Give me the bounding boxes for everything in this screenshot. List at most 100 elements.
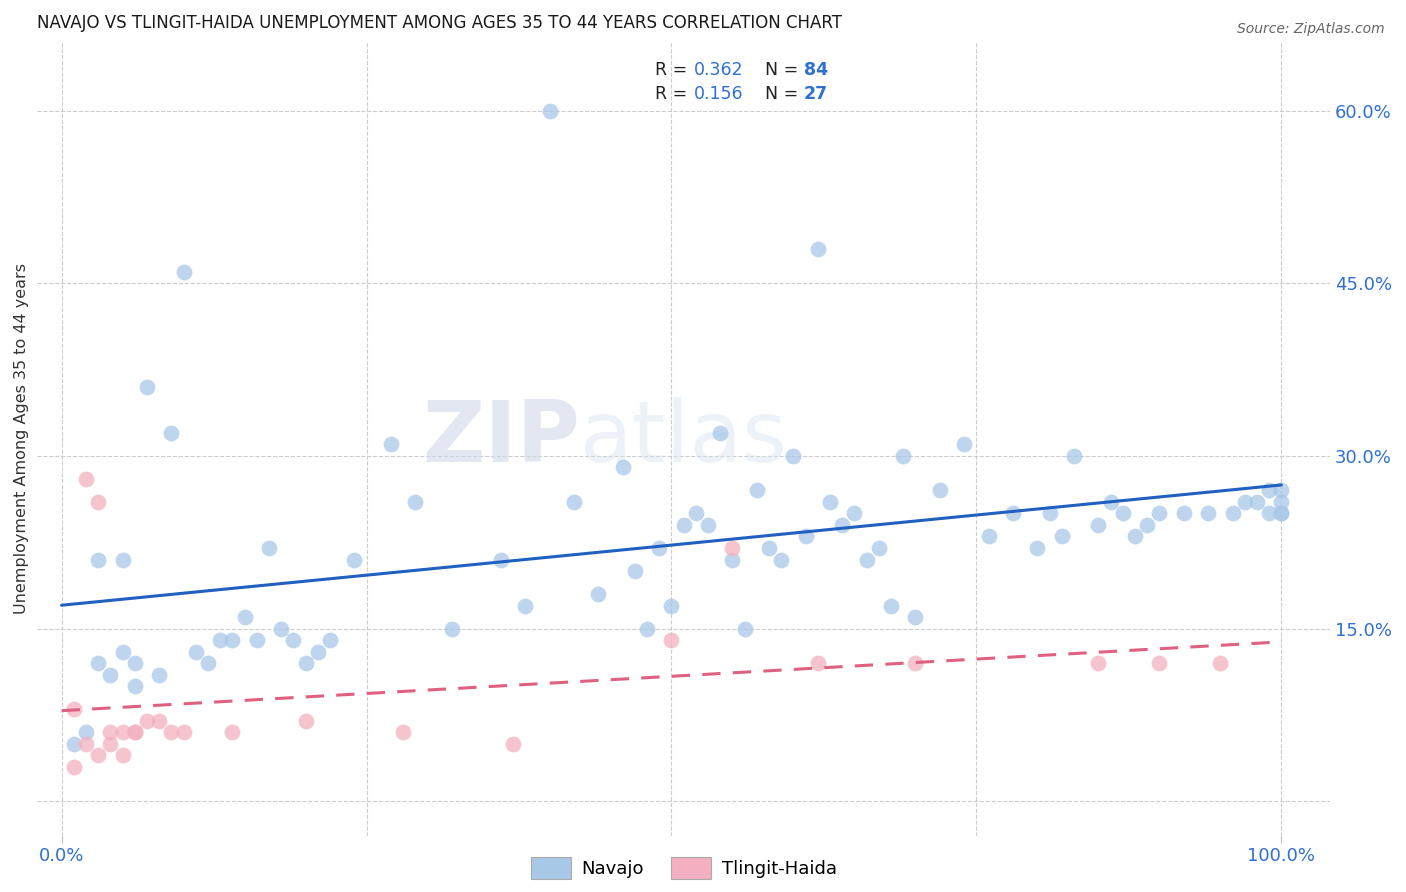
Point [1233,495,1256,509]
Point [1222,507,1244,521]
Point [1173,507,1195,521]
Point [807,656,830,670]
Point [721,541,744,555]
Point [87,656,110,670]
Point [257,541,280,555]
Point [111,552,134,566]
Text: Source: ZipAtlas.com: Source: ZipAtlas.com [1237,22,1385,37]
Point [62,737,84,751]
Point [246,633,269,648]
Point [136,380,159,394]
Point [1123,529,1146,543]
Point [221,725,243,739]
Point [75,472,97,486]
Point [562,495,585,509]
Point [283,633,305,648]
Point [1087,656,1109,670]
Text: 0.362: 0.362 [695,62,744,79]
Point [782,449,804,463]
Text: R =: R = [655,85,693,103]
Point [831,518,853,533]
Point [148,714,170,728]
Point [319,633,342,648]
Point [1149,656,1171,670]
Point [209,633,232,648]
Point [489,552,512,566]
Point [100,737,122,751]
Point [160,425,183,440]
Point [709,425,731,440]
Point [1246,495,1268,509]
Text: 84: 84 [804,62,828,79]
Text: ZIP: ZIP [422,397,581,480]
Point [75,737,97,751]
Point [294,714,316,728]
Text: 27: 27 [804,85,828,103]
Point [1270,483,1292,498]
Point [307,644,329,658]
Point [928,483,950,498]
Point [184,644,207,658]
Point [891,449,914,463]
Point [868,541,890,555]
Point [1270,507,1292,521]
Point [270,622,292,636]
Point [75,725,97,739]
Point [404,495,426,509]
Point [197,656,219,670]
Point [880,599,903,613]
Point [160,725,183,739]
Point [100,725,122,739]
Point [807,242,830,256]
Text: atlas: atlas [581,397,789,480]
Point [392,725,415,739]
Point [1001,507,1024,521]
Point [1087,518,1109,533]
Text: NAVAJO VS TLINGIT-HAIDA UNEMPLOYMENT AMONG AGES 35 TO 44 YEARS CORRELATION CHART: NAVAJO VS TLINGIT-HAIDA UNEMPLOYMENT AMO… [37,14,842,32]
Point [440,622,463,636]
Point [758,541,780,555]
Point [697,518,720,533]
Point [513,599,536,613]
Point [124,656,146,670]
Point [612,460,634,475]
Point [672,518,695,533]
Point [1258,507,1281,521]
Y-axis label: Unemployment Among Ages 35 to 44 years: Unemployment Among Ages 35 to 44 years [14,263,30,615]
Point [661,599,683,613]
Point [136,714,159,728]
Point [977,529,1000,543]
Point [1050,529,1073,543]
Point [1136,518,1159,533]
Point [588,587,610,601]
Point [221,633,243,648]
Text: N =: N = [765,85,804,103]
Point [734,622,756,636]
Point [148,667,170,681]
Point [343,552,366,566]
Point [1099,495,1122,509]
Point [1258,483,1281,498]
Point [661,633,683,648]
Point [173,265,195,279]
Point [818,495,841,509]
Point [904,610,927,624]
Point [538,103,561,118]
Point [721,552,744,566]
Legend: Navajo, Tlingit-Haida: Navajo, Tlingit-Haida [523,850,844,886]
Text: 0.156: 0.156 [695,85,744,103]
Point [87,495,110,509]
Point [794,529,817,543]
Point [111,644,134,658]
Point [636,622,658,636]
Point [1270,507,1292,521]
Point [502,737,524,751]
Point [380,437,402,451]
Point [1270,495,1292,509]
Point [87,748,110,763]
Point [62,759,84,773]
Point [1026,541,1049,555]
Point [1063,449,1085,463]
Point [233,610,256,624]
Point [1112,507,1135,521]
